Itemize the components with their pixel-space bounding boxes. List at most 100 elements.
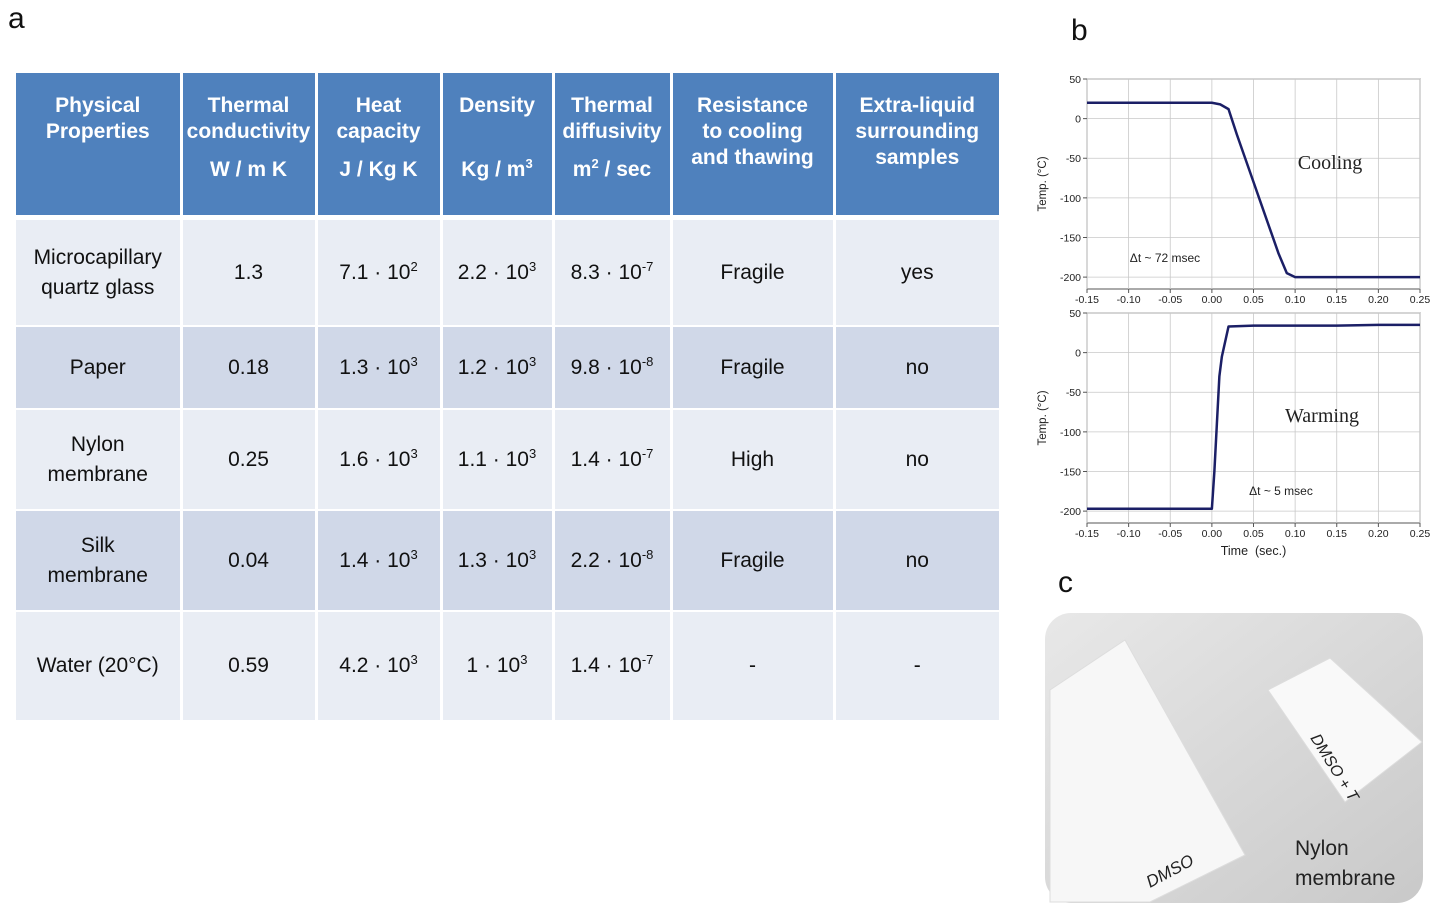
panel-label: a xyxy=(8,2,25,35)
superscript: 3 xyxy=(529,547,536,562)
x-tick-label: 0.25 xyxy=(1410,294,1431,306)
header-line: Physical xyxy=(55,93,140,119)
cell-text: 1.3 · 10 xyxy=(339,356,410,379)
table-cell: - xyxy=(836,612,1000,720)
x-tick-label: -0.05 xyxy=(1158,294,1182,306)
x-tick-label: 0.10 xyxy=(1285,294,1306,306)
photo-caption: Nylon xyxy=(1295,837,1349,860)
x-tick-label: 0.05 xyxy=(1243,294,1264,306)
cell-text: Fragile xyxy=(720,549,784,572)
header-line: conductivity xyxy=(187,119,311,145)
cell-content: 0.59 xyxy=(228,651,269,681)
table-cell: 7.1 · 102 xyxy=(318,220,440,325)
table-cell: no xyxy=(836,410,1000,509)
cell-text: Fragile xyxy=(720,356,784,379)
cell-content: Fragile xyxy=(720,353,784,383)
cell-content: 7.1 · 102 xyxy=(339,258,417,288)
x-tick-label: -0.10 xyxy=(1117,294,1141,306)
cell-content: 1.3 · 103 xyxy=(339,353,417,383)
superscript: 3 xyxy=(410,652,417,667)
table-cell: Fragile xyxy=(673,327,833,408)
table-cell: Nylonmembrane xyxy=(16,410,180,509)
cell-content: Fragile xyxy=(720,258,784,288)
page: a b c DMSO DMSO + T Nylon membrane -0.15… xyxy=(0,0,1445,903)
cell-content: yes xyxy=(901,258,934,288)
table-cell: 0.25 xyxy=(183,410,315,509)
cell-text: - xyxy=(914,654,921,677)
x-tick-label: 0.05 xyxy=(1243,528,1264,540)
superscript: 2 xyxy=(591,156,598,171)
cell-content: 1.4 · 10-7 xyxy=(571,651,654,681)
cell-text: High xyxy=(731,448,774,471)
cell-content: Fragile xyxy=(720,546,784,576)
header-line: diffusivity xyxy=(562,119,661,145)
table-cell: Paper xyxy=(16,327,180,408)
y-tick-label: -200 xyxy=(1060,272,1081,284)
header-cell: HeatcapacityJ / Kg K xyxy=(318,73,440,215)
cell-text: no xyxy=(906,448,929,471)
cell-text: 1.3 · 10 xyxy=(458,549,529,572)
cell-content: 1 · 103 xyxy=(467,651,528,681)
superscript: 3 xyxy=(529,446,536,461)
cell-content: 2.2 · 10-8 xyxy=(571,546,654,576)
table-cell: Microcapillaryquartz glass xyxy=(16,220,180,325)
cell-content: 1.3 xyxy=(234,258,263,288)
superscript: 2 xyxy=(410,259,417,274)
superscript: -8 xyxy=(642,354,654,369)
x-tick-label: 0.20 xyxy=(1368,528,1389,540)
table-cell: 1.6 · 103 xyxy=(318,410,440,509)
cell-content: 1.6 · 103 xyxy=(339,445,417,475)
superscript: 3 xyxy=(520,652,527,667)
cell-content: 1.2 · 103 xyxy=(458,353,536,383)
cell-text: 9.8 · 10 xyxy=(571,356,642,379)
cell-line: Microcapillary xyxy=(34,243,162,273)
header-line: Thermal xyxy=(571,93,653,119)
y-tick-label: -150 xyxy=(1060,466,1081,478)
table-cell: Water (20°C) xyxy=(16,612,180,720)
table-cell: 1.4 · 10-7 xyxy=(555,410,670,509)
cell-line: membrane xyxy=(48,561,148,591)
header-unit: m2 / sec xyxy=(555,157,670,183)
superscript: 3 xyxy=(529,354,536,369)
table-cell: Fragile xyxy=(673,220,833,325)
header-unit: W / m K xyxy=(183,157,315,183)
table-cell: 2.2 · 103 xyxy=(443,220,552,325)
cell-text: 1.6 · 10 xyxy=(339,448,410,471)
y-tick-label: -100 xyxy=(1060,427,1081,439)
cell-line: Paper xyxy=(70,353,126,383)
y-tick-label: -50 xyxy=(1066,153,1081,165)
annotation: Δt ~ 72 msec xyxy=(1130,251,1200,265)
y-tick-label: 50 xyxy=(1069,308,1081,320)
cell-content: no xyxy=(906,353,929,383)
table-cell: no xyxy=(836,327,1000,408)
table-cell: Fragile xyxy=(673,511,833,610)
y-axis-label: Temp. (°C) xyxy=(1037,156,1049,211)
cell-line: quartz glass xyxy=(41,273,154,303)
header-unit: Kg / m3 xyxy=(443,157,552,183)
table-cell: 2.2 · 10-8 xyxy=(555,511,670,610)
annotation: Warming xyxy=(1285,405,1359,427)
table-cell: 8.3 · 10-7 xyxy=(555,220,670,325)
table-cell: 9.8 · 10-8 xyxy=(555,327,670,408)
cell-text: 0.04 xyxy=(228,549,269,572)
cell-content: 0.25 xyxy=(228,445,269,475)
cell-content: 1.3 · 103 xyxy=(458,546,536,576)
header-cell: Resistanceto coolingand thawing xyxy=(673,73,833,215)
cell-line: Nylon xyxy=(71,430,125,460)
x-tick-label: -0.05 xyxy=(1158,528,1182,540)
cell-content: 0.04 xyxy=(228,546,269,576)
x-tick-label: 0.15 xyxy=(1327,528,1348,540)
cell-line: membrane xyxy=(48,460,148,490)
superscript: -8 xyxy=(642,547,654,562)
superscript: -7 xyxy=(642,259,654,274)
cell-text: J / Kg K xyxy=(339,158,417,181)
panel-label: b xyxy=(1071,14,1088,47)
x-tick-label: 0.10 xyxy=(1285,528,1306,540)
superscript: -7 xyxy=(642,652,654,667)
x-tick-label: -0.15 xyxy=(1075,528,1099,540)
y-tick-label: 0 xyxy=(1075,114,1081,126)
x-axis-label: Time (sec.) xyxy=(1221,544,1287,558)
header-line: Heat xyxy=(356,93,402,119)
